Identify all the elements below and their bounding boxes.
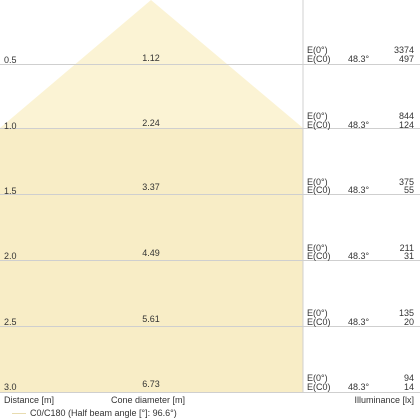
ec0-label: E(C0)	[307, 251, 331, 261]
e0-value: 94	[403, 373, 414, 383]
e0-label: E(0°)	[307, 111, 328, 121]
ec0-label: E(C0)	[307, 54, 331, 64]
distance-label: 0.5	[4, 55, 17, 65]
legend-label: C0/C180 (Half beam angle [°]: 96.6°)	[30, 408, 177, 418]
half-angle-label: 48.3°	[348, 185, 370, 195]
cone-diameter-label: 2.24	[142, 118, 160, 128]
cone-diameter-label: 3.37	[142, 182, 160, 192]
cone-diameter-label: 1.12	[142, 53, 160, 63]
e0-value: 844	[398, 111, 414, 121]
e0-label: E(0°)	[307, 373, 328, 383]
e0-label: E(0°)	[307, 243, 328, 253]
distance-label: 1.5	[4, 186, 17, 196]
illuminance-axis-label: Illuminance [lx]	[354, 395, 414, 405]
cone-diameter-label: 4.49	[142, 248, 160, 258]
e0-value: 135	[398, 308, 414, 318]
distance-label: 1.0	[4, 121, 17, 131]
ec0-value: 20	[403, 317, 414, 327]
legend-line-icon	[12, 413, 26, 414]
half-angle-label: 48.3°	[348, 120, 370, 130]
distance-label: 2.5	[4, 317, 17, 327]
ec0-value: 55	[403, 185, 414, 195]
e0-value: 211	[399, 243, 414, 253]
distance-axis-label: Distance [m]	[4, 395, 55, 405]
distance-label: 2.0	[4, 251, 17, 261]
cone-diameter-label: 6.73	[142, 379, 160, 389]
e0-value: 375	[398, 177, 414, 187]
ec0-value: 31	[403, 251, 414, 261]
e0-label: E(0°)	[307, 308, 328, 318]
cone-axis-label: Cone diameter [m]	[111, 395, 186, 405]
e0-value: 3374	[393, 45, 414, 55]
ec0-label: E(C0)	[307, 317, 331, 327]
ec0-label: E(C0)	[307, 185, 331, 195]
half-angle-label: 48.3°	[348, 251, 370, 261]
e0-label: E(0°)	[307, 45, 328, 55]
half-angle-label: 48.3°	[348, 317, 370, 327]
cone-diameter-label: 5.61	[142, 314, 160, 324]
ec0-value: 14	[403, 382, 414, 392]
half-angle-label: 48.3°	[348, 54, 370, 64]
distance-label: 3.0	[4, 382, 17, 392]
grid-lines	[0, 64, 420, 393]
ec0-label: E(C0)	[307, 120, 331, 130]
half-angle-label: 48.3°	[348, 382, 370, 392]
e0-label: E(0°)	[307, 177, 328, 187]
ec0-value: 124	[398, 120, 414, 130]
ec0-label: E(C0)	[307, 382, 331, 392]
ec0-value: 497	[398, 54, 414, 64]
